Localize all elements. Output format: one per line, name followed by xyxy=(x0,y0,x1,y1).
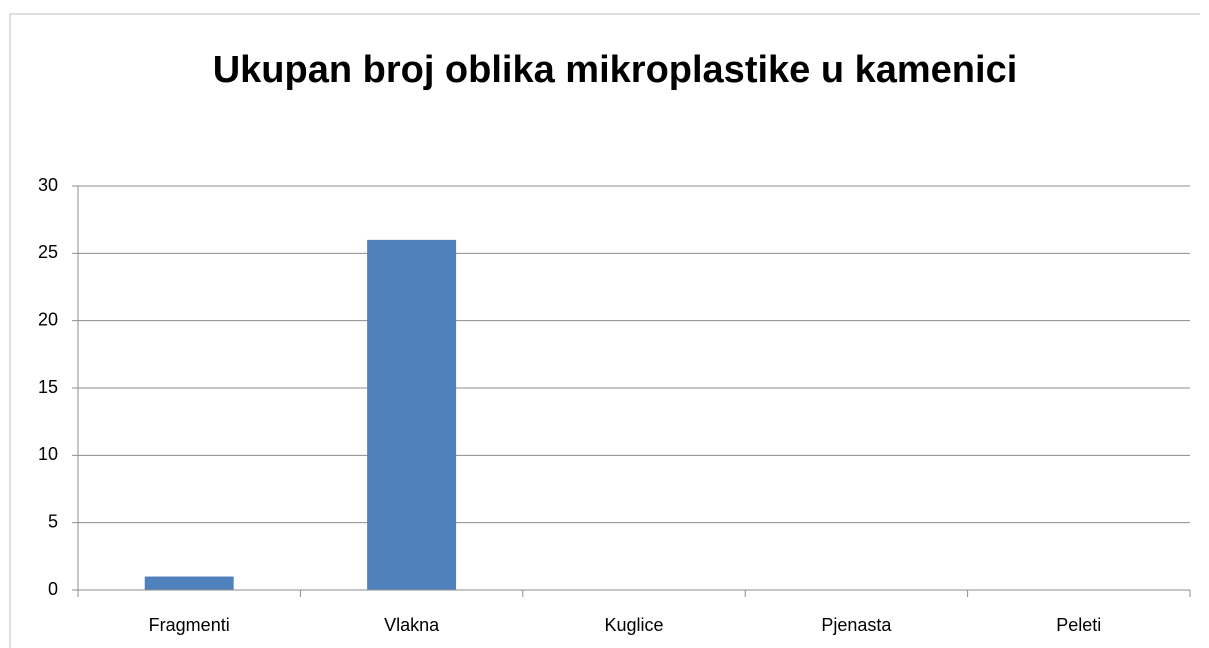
y-tick-label: 15 xyxy=(38,377,58,397)
x-tick-label: Kuglice xyxy=(604,615,663,635)
y-tick-label: 30 xyxy=(38,175,58,195)
chart-frame xyxy=(9,13,1200,648)
y-tick-label: 0 xyxy=(48,579,58,599)
y-tick-label: 20 xyxy=(38,309,58,329)
bar xyxy=(367,239,457,590)
x-tick-label: Peleti xyxy=(1056,615,1101,635)
y-tick-label: 10 xyxy=(38,444,58,464)
x-tick-label: Pjenasta xyxy=(821,615,892,635)
y-tick-label: 25 xyxy=(38,242,58,262)
x-tick-label: Vlakna xyxy=(384,615,440,635)
y-tick-label: 5 xyxy=(48,511,58,531)
bar xyxy=(144,576,234,590)
x-tick-label: Fragmenti xyxy=(149,615,230,635)
chart-title: Ukupan broj oblika mikroplastike u kamen… xyxy=(213,49,1018,91)
